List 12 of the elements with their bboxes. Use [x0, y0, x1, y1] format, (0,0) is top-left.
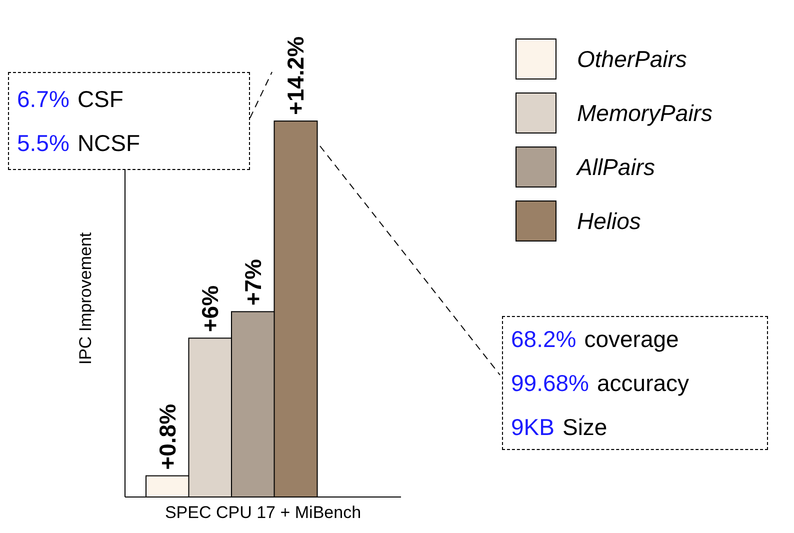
data-label: +14.2% — [282, 36, 309, 116]
data-label: +6% — [197, 285, 224, 332]
callout-box: 68.2% coverage 99.68% accuracy 9KB Size — [502, 316, 768, 450]
legend-label: Helios — [577, 208, 641, 234]
x-axis-title: SPEC CPU 17 + MiBench — [164, 503, 362, 522]
data-label: +7% — [240, 258, 266, 306]
y-axis-title: IPC Improvement — [76, 232, 96, 365]
legend-label: OtherPairs — [577, 46, 687, 72]
legend-label: AllPairs — [577, 154, 655, 180]
legend-label: MemoryPairs — [577, 100, 712, 126]
data-label: +0.8% — [154, 404, 180, 470]
callout-box: 6.7% CSF 5.5% NCSF — [8, 72, 250, 170]
